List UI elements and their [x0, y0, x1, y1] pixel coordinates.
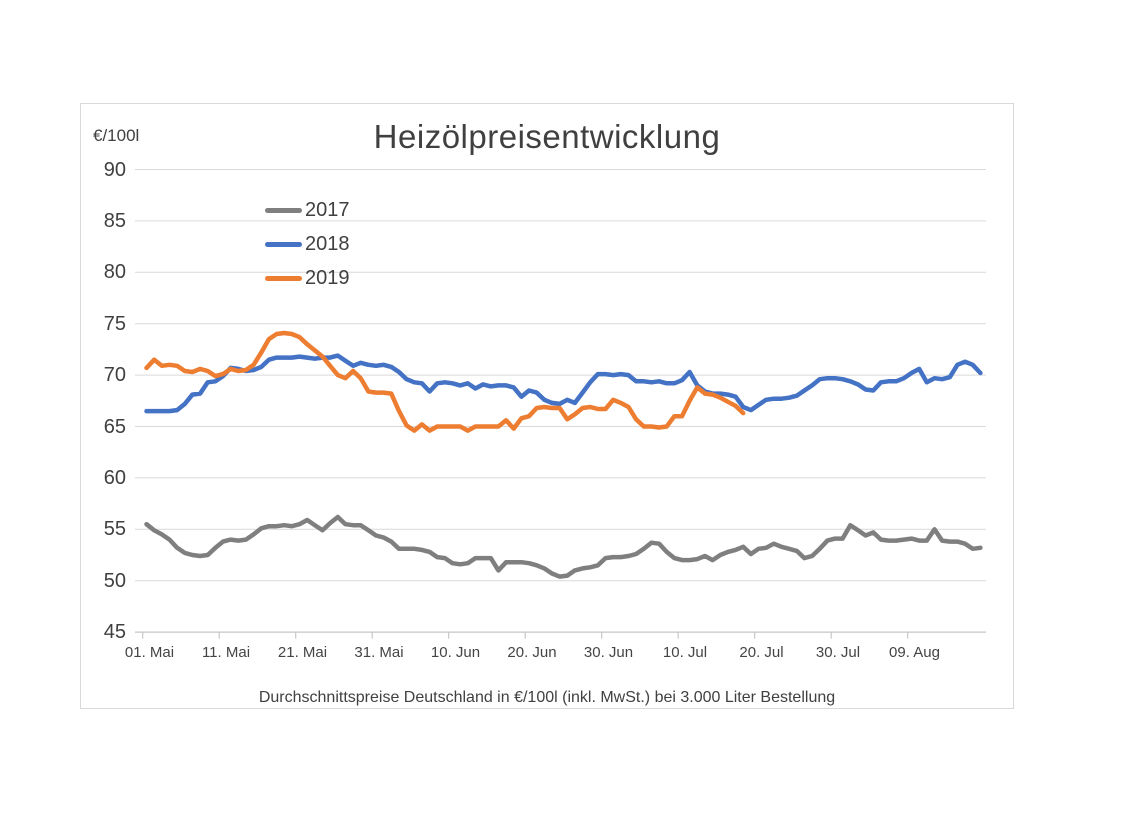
legend-item-2019: 2019	[265, 261, 350, 295]
series-line-2019	[144, 330, 746, 433]
x-axis-label: 30. Jun	[583, 644, 634, 661]
y-axis-label: 90	[103, 158, 126, 181]
series-line-2017	[144, 514, 983, 579]
x-axis-label: 10. Jul	[662, 644, 708, 661]
legend-label: 2017	[305, 198, 350, 221]
chart-title: Heizölpreisentwicklung	[373, 118, 721, 155]
y-axis-unit-label: €/100l	[93, 126, 140, 145]
x-axis-label: 09. Aug	[889, 644, 940, 661]
legend-label: 2019	[305, 266, 350, 289]
y-axis-label: 80	[103, 261, 126, 284]
x-axis-label: 01. Mai	[124, 644, 175, 661]
legend: 2017 2018 2019	[265, 193, 350, 295]
plot-area	[135, 169, 986, 639]
x-axis-label: 20. Jul	[739, 644, 784, 661]
legend-swatch-2018	[265, 241, 302, 247]
y-axis-label: 65	[103, 415, 126, 438]
x-axis-label: 30. Jul	[815, 644, 861, 661]
y-axis-label: 50	[103, 569, 126, 592]
x-axis-label: 20. Jun	[507, 644, 557, 661]
y-axis-label: 60	[103, 466, 126, 489]
y-axis-label: 70	[103, 364, 126, 387]
y-axis-label: 75	[103, 312, 126, 335]
series-line-2018	[144, 353, 983, 414]
x-axis-label: 21. Mai	[277, 644, 328, 661]
legend-label: 2018	[305, 232, 350, 255]
legend-swatch-2019	[265, 275, 302, 281]
x-axis-label: 31. Mai	[354, 644, 404, 661]
x-axis-label: 10. Jun	[430, 644, 481, 661]
legend-item-2018: 2018	[265, 227, 350, 261]
x-axis-label: 11. Mai	[201, 644, 251, 661]
legend-item-2017: 2017	[265, 193, 350, 227]
chart-panel: €/100l Heizölpreisentwicklung 2017 2018 20…	[80, 103, 1014, 709]
y-axis-label: 45	[103, 621, 126, 644]
y-axis-label: 85	[103, 209, 126, 232]
y-axis-label: 55	[103, 518, 126, 541]
legend-swatch-2017	[265, 207, 302, 213]
chart-caption: Durchschnittspreise Deutschland in €/100…	[258, 689, 836, 706]
